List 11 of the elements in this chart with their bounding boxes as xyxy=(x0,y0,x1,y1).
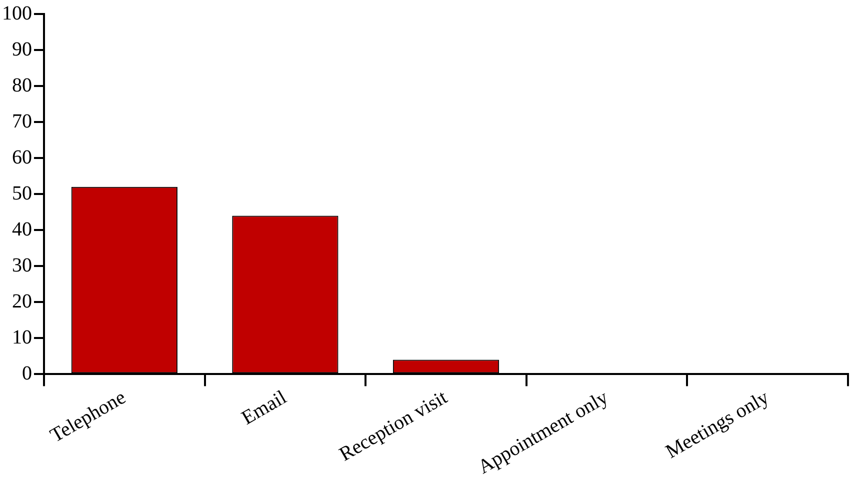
y-tick-label: 60 xyxy=(12,146,32,168)
y-tick-label: 90 xyxy=(12,38,32,60)
y-tick-label: 50 xyxy=(12,182,32,204)
y-tick-label: 100 xyxy=(2,2,32,24)
y-tick-label: 40 xyxy=(12,218,32,240)
y-tick-label: 70 xyxy=(12,110,32,132)
y-tick-label: 10 xyxy=(12,326,32,348)
y-tick-label: 30 xyxy=(12,254,32,276)
y-tick-label: 80 xyxy=(12,74,32,96)
y-tick-label: 0 xyxy=(22,362,32,384)
y-tick-label: 20 xyxy=(12,290,32,312)
